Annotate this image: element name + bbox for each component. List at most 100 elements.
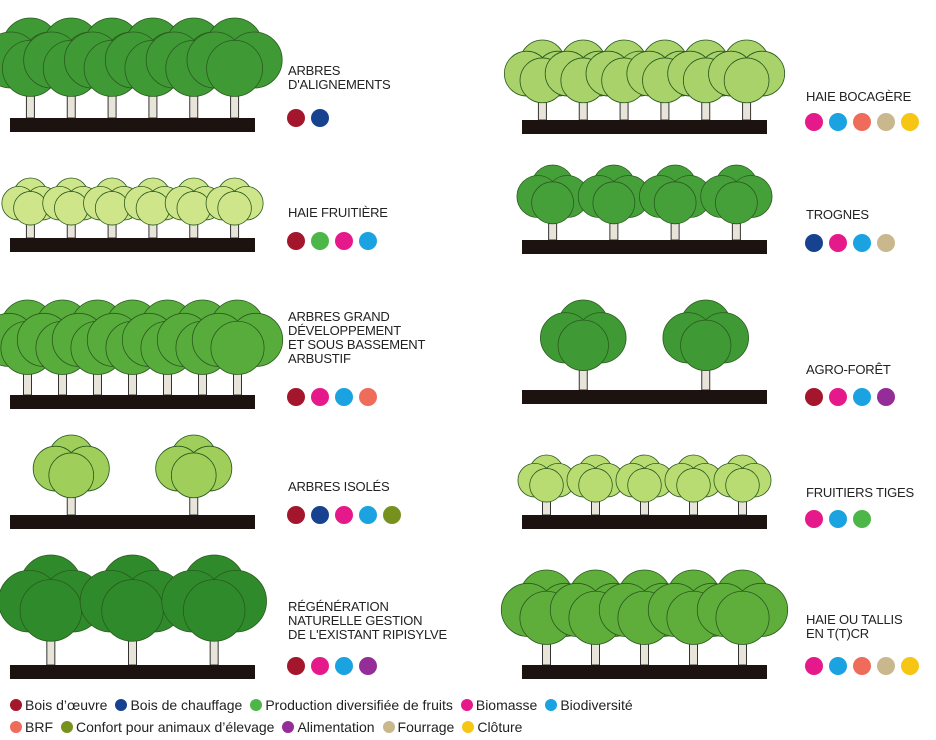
crown bbox=[593, 182, 635, 224]
crown bbox=[54, 191, 88, 225]
use-dot bbox=[853, 388, 871, 406]
use-dot bbox=[805, 113, 823, 131]
illustrations bbox=[0, 0, 936, 700]
title-line: NATURELLE GESTION bbox=[288, 614, 447, 628]
legend-swatch bbox=[250, 699, 262, 711]
legend-item: Bois d’œuvre bbox=[10, 697, 107, 713]
use-dot bbox=[359, 232, 377, 250]
ground bbox=[10, 395, 255, 409]
use-dot bbox=[311, 232, 329, 250]
item-title: AGRO-FORÊT bbox=[806, 363, 891, 377]
ground bbox=[522, 120, 767, 134]
use-dot bbox=[335, 657, 353, 675]
crown bbox=[681, 320, 731, 370]
use-dot bbox=[359, 388, 377, 406]
use-dot bbox=[901, 113, 919, 131]
use-dot bbox=[335, 388, 353, 406]
crown bbox=[532, 182, 574, 224]
legend-label: Clôture bbox=[477, 719, 522, 735]
title-line: ARBRES ISOLÉS bbox=[288, 480, 389, 494]
title-line: RÉGÉNÉRATION bbox=[288, 600, 447, 614]
legend-label: BRF bbox=[25, 719, 53, 735]
legend-swatch bbox=[10, 699, 22, 711]
crown bbox=[530, 468, 564, 502]
crown bbox=[677, 468, 711, 502]
use-dot bbox=[853, 657, 871, 675]
use-dot bbox=[853, 510, 871, 528]
item-title: FRUITIERS TIGES bbox=[806, 486, 914, 500]
ground bbox=[10, 238, 255, 252]
use-dot bbox=[829, 510, 847, 528]
crown bbox=[654, 182, 696, 224]
crown bbox=[177, 191, 211, 225]
legend-label: Biodiversité bbox=[560, 697, 632, 713]
legend-item: Fourrage bbox=[383, 719, 455, 735]
title-line: ARBUSTIF bbox=[288, 352, 425, 366]
use-dot bbox=[359, 657, 377, 675]
crown bbox=[49, 453, 94, 498]
use-dot bbox=[287, 232, 305, 250]
title-line: AGRO-FORÊT bbox=[806, 363, 891, 377]
use-dot bbox=[287, 388, 305, 406]
title-line: ARBRES GRAND bbox=[288, 310, 425, 324]
crown bbox=[716, 591, 769, 644]
use-dot bbox=[287, 506, 305, 524]
crown bbox=[628, 468, 662, 502]
legend-item: Confort pour animaux d’élevage bbox=[61, 719, 274, 735]
use-dot bbox=[877, 113, 895, 131]
use-dot bbox=[877, 388, 895, 406]
use-dot bbox=[901, 657, 919, 675]
title-line: ET SOUS BASSEMENT bbox=[288, 338, 425, 352]
infographic: Bois d’œuvreBois de chauffageProduction … bbox=[0, 0, 936, 740]
title-line: FRUITIERS TIGES bbox=[806, 486, 914, 500]
item-title: TROGNES bbox=[806, 208, 869, 222]
ground bbox=[522, 665, 767, 679]
legend: BRF Confort pour animaux d’élevage Aliment… bbox=[10, 719, 522, 735]
crown bbox=[579, 468, 613, 502]
crown bbox=[724, 58, 769, 103]
legend-label: Alimentation bbox=[297, 719, 374, 735]
legend-swatch bbox=[61, 721, 73, 733]
legend-item: Alimentation bbox=[282, 719, 374, 735]
crown bbox=[183, 580, 245, 642]
legend-swatch bbox=[115, 699, 127, 711]
crown bbox=[20, 580, 82, 642]
legend-label: Bois de chauffage bbox=[130, 697, 242, 713]
crown bbox=[207, 40, 263, 96]
use-dot bbox=[805, 510, 823, 528]
use-dot bbox=[311, 109, 329, 127]
use-dot bbox=[287, 657, 305, 675]
use-dot bbox=[853, 113, 871, 131]
legend-label: Fourrage bbox=[398, 719, 455, 735]
item-title: HAIE BOCAGÈRE bbox=[806, 90, 911, 104]
item-title: ARBRES ISOLÉS bbox=[288, 480, 389, 494]
crown bbox=[715, 182, 757, 224]
title-line: DÉVELOPPEMENT bbox=[288, 324, 425, 338]
ground bbox=[10, 515, 255, 529]
use-dot bbox=[805, 234, 823, 252]
crown bbox=[95, 191, 129, 225]
legend-item: Clôture bbox=[462, 719, 522, 735]
use-dot bbox=[287, 109, 305, 127]
crown bbox=[558, 320, 608, 370]
title-line: DE L'EXISTANT RIPISYLVE bbox=[288, 628, 447, 642]
use-dot bbox=[359, 506, 377, 524]
use-dot bbox=[383, 506, 401, 524]
legend-swatch bbox=[10, 721, 22, 733]
ground bbox=[10, 665, 255, 679]
ground bbox=[522, 240, 767, 254]
title-line: HAIE FRUITIÈRE bbox=[288, 206, 388, 220]
use-dot bbox=[335, 506, 353, 524]
use-dot bbox=[829, 657, 847, 675]
legend-label: Biomasse bbox=[476, 697, 537, 713]
legend-item: Bois de chauffage bbox=[115, 697, 242, 713]
legend-item: BRF bbox=[10, 719, 53, 735]
ground bbox=[522, 390, 767, 404]
use-dot bbox=[311, 657, 329, 675]
use-dot bbox=[829, 113, 847, 131]
legend-swatch bbox=[383, 721, 395, 733]
use-dot bbox=[311, 506, 329, 524]
